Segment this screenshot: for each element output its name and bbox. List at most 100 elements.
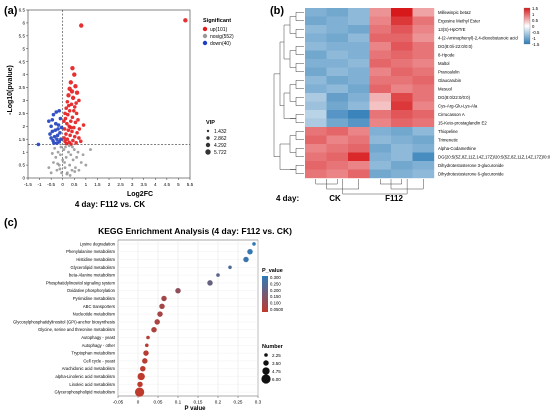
kegg-bubble <box>228 265 232 270</box>
volcano-point-up <box>62 127 67 131</box>
heatmap-cell <box>348 127 370 136</box>
volcano-point-nosig <box>54 155 58 159</box>
heatmap-cell <box>412 16 435 26</box>
pvalue-tick-label: 0.150 <box>270 294 281 299</box>
heatmap-cell <box>348 93 370 102</box>
volcano-point-up <box>66 112 70 117</box>
panel-a-plot: -1.5 -1 -0.5 0 0.5 1 1.5 2 2.5 3 3.5 4 4.5 5 5.5 0 0.5 1 1… <box>19 8 194 187</box>
heatmap-cell <box>305 152 327 162</box>
number-legend-label: 6.00 <box>272 377 281 382</box>
volcano-point-up <box>65 99 70 104</box>
volcano-point-up <box>69 125 73 130</box>
heatmap-cell <box>412 50 435 60</box>
heatmap-cell <box>326 93 349 102</box>
heatmap-cell <box>412 118 435 128</box>
volcano-point-nosig <box>62 148 66 151</box>
kegg-bubble <box>159 303 165 310</box>
heatmap-cell <box>369 76 392 85</box>
kegg-pathway-label: Oxidative phosphorylation <box>67 288 116 293</box>
volcano-point-up <box>81 123 86 127</box>
kegg-pathway-label: ABC transporters <box>83 304 115 309</box>
colorbar-tick-label: 1 <box>532 12 535 17</box>
panel-c-plot: -0.05 0 0.05 0.1 0.15 0.2 0.25 0.3 Lysine degrad… <box>13 239 262 405</box>
vip-marker-4 <box>205 149 211 155</box>
heatmap-cell <box>348 76 370 85</box>
kegg-bubble <box>142 358 148 364</box>
pvalue-tick-label: 0.300 <box>270 275 281 280</box>
volcano-point-nosig <box>53 146 57 150</box>
volcano-point-nosig <box>71 145 74 149</box>
heatmap-cell <box>348 16 370 26</box>
kegg-bubble <box>216 273 220 277</box>
x-tick-label: -0.5 <box>47 182 55 187</box>
volcano-point-up <box>72 72 77 77</box>
legend-title: Significant <box>203 18 231 24</box>
heatmap-row-label: Thiopeline <box>438 129 458 134</box>
heatmap-cell <box>391 50 413 60</box>
vip-marker-1 <box>206 129 210 133</box>
vip-marker-3 <box>205 142 211 148</box>
volcano-point-up <box>66 128 71 132</box>
volcano-point-down <box>48 132 52 136</box>
volcano-point-nosig <box>72 148 76 151</box>
panel-c-legend: P_value 0.3000.2500.2000.1500.1000.0500 … <box>261 268 284 384</box>
volcano-point-up <box>74 101 78 105</box>
volcano-point-down <box>53 121 58 126</box>
panel-b-row-labels: Millewinpic beta2 Ergosine Methyl Ester 13… <box>438 10 550 176</box>
volcano-point-up <box>74 90 80 95</box>
y-tick-label: 1 <box>22 150 25 155</box>
heatmap-cell <box>412 25 435 34</box>
kegg-pathway-label: Pyrimidine metabolism <box>73 296 116 301</box>
panel-a-legend: Significant up(101) nosig(552) down(40) … <box>202 18 234 156</box>
heatmap-cell <box>369 127 392 136</box>
volcano-point-up <box>64 141 69 146</box>
heatmap-row-label: Dihydrotestosterone 3-glucuronide <box>438 163 504 168</box>
heatmap-cell <box>369 8 392 17</box>
volcano-point-up <box>72 105 77 109</box>
legend-down-label: down(40) <box>210 41 231 47</box>
kegg-x-tick-label: 0.3 <box>255 400 262 405</box>
heatmap-cell <box>326 169 349 179</box>
heatmap-cell <box>369 59 392 68</box>
colorbar-tick-label: 0 <box>532 24 535 29</box>
heatmap-cell <box>326 144 349 153</box>
y-tick-label: 0 <box>22 176 25 181</box>
number-legend-items: 2.25 3.50 4.75 6.00 <box>261 353 281 384</box>
heatmap-cell <box>369 16 392 26</box>
volcano-point-down <box>47 119 51 123</box>
volcano-point-nosig <box>52 161 55 164</box>
volcano-point-up <box>72 109 76 113</box>
volcano-point-up <box>75 130 79 135</box>
x-tick-label: 0.5 <box>71 182 78 187</box>
legend-nosig-label: nosig(552) <box>210 34 234 40</box>
x-tick-label: 1.5 <box>94 182 101 187</box>
volcano-point-nosig <box>55 168 59 172</box>
x-tick-label: -1.5 <box>24 182 32 187</box>
heatmap-cell <box>391 84 413 94</box>
volcano-point-up <box>62 136 66 140</box>
heatmap-cell <box>391 8 413 17</box>
kegg-x-tick-label: 0 <box>137 400 140 405</box>
y-tick-label: 0.5 <box>19 163 26 168</box>
heatmap-row-label: DG(20:5(5Z,8Z,11Z,14Z,17Z)/20:5(5Z,8Z,11… <box>438 155 550 160</box>
pvalue-legend-title: P_value <box>262 268 283 274</box>
volcano-point-down <box>59 125 64 130</box>
heatmap-cell <box>369 25 392 34</box>
volcano-point-up <box>66 93 71 98</box>
volcano-point-up <box>74 111 79 116</box>
number-legend-marker <box>263 360 269 366</box>
kegg-pathway-label: Nucleotide metabolism <box>73 312 116 317</box>
volcano-point-nosig <box>64 155 68 159</box>
volcano-point-nosig <box>61 158 65 162</box>
kegg-x-tick-label: 0.25 <box>234 400 243 405</box>
heatmap-cell <box>412 135 435 145</box>
colorbar-tick-label: -0.5 <box>532 30 540 35</box>
heatmap-cell <box>391 161 413 170</box>
heatmap-row-label: 13(S)-HpOTrE <box>438 27 466 32</box>
volcano-point-up <box>73 84 78 89</box>
volcano-point-down <box>56 123 61 127</box>
heatmap-cell <box>348 59 370 68</box>
volcano-point-up <box>69 89 75 94</box>
volcano-point-up <box>74 141 78 145</box>
heatmap-cell <box>326 25 349 34</box>
